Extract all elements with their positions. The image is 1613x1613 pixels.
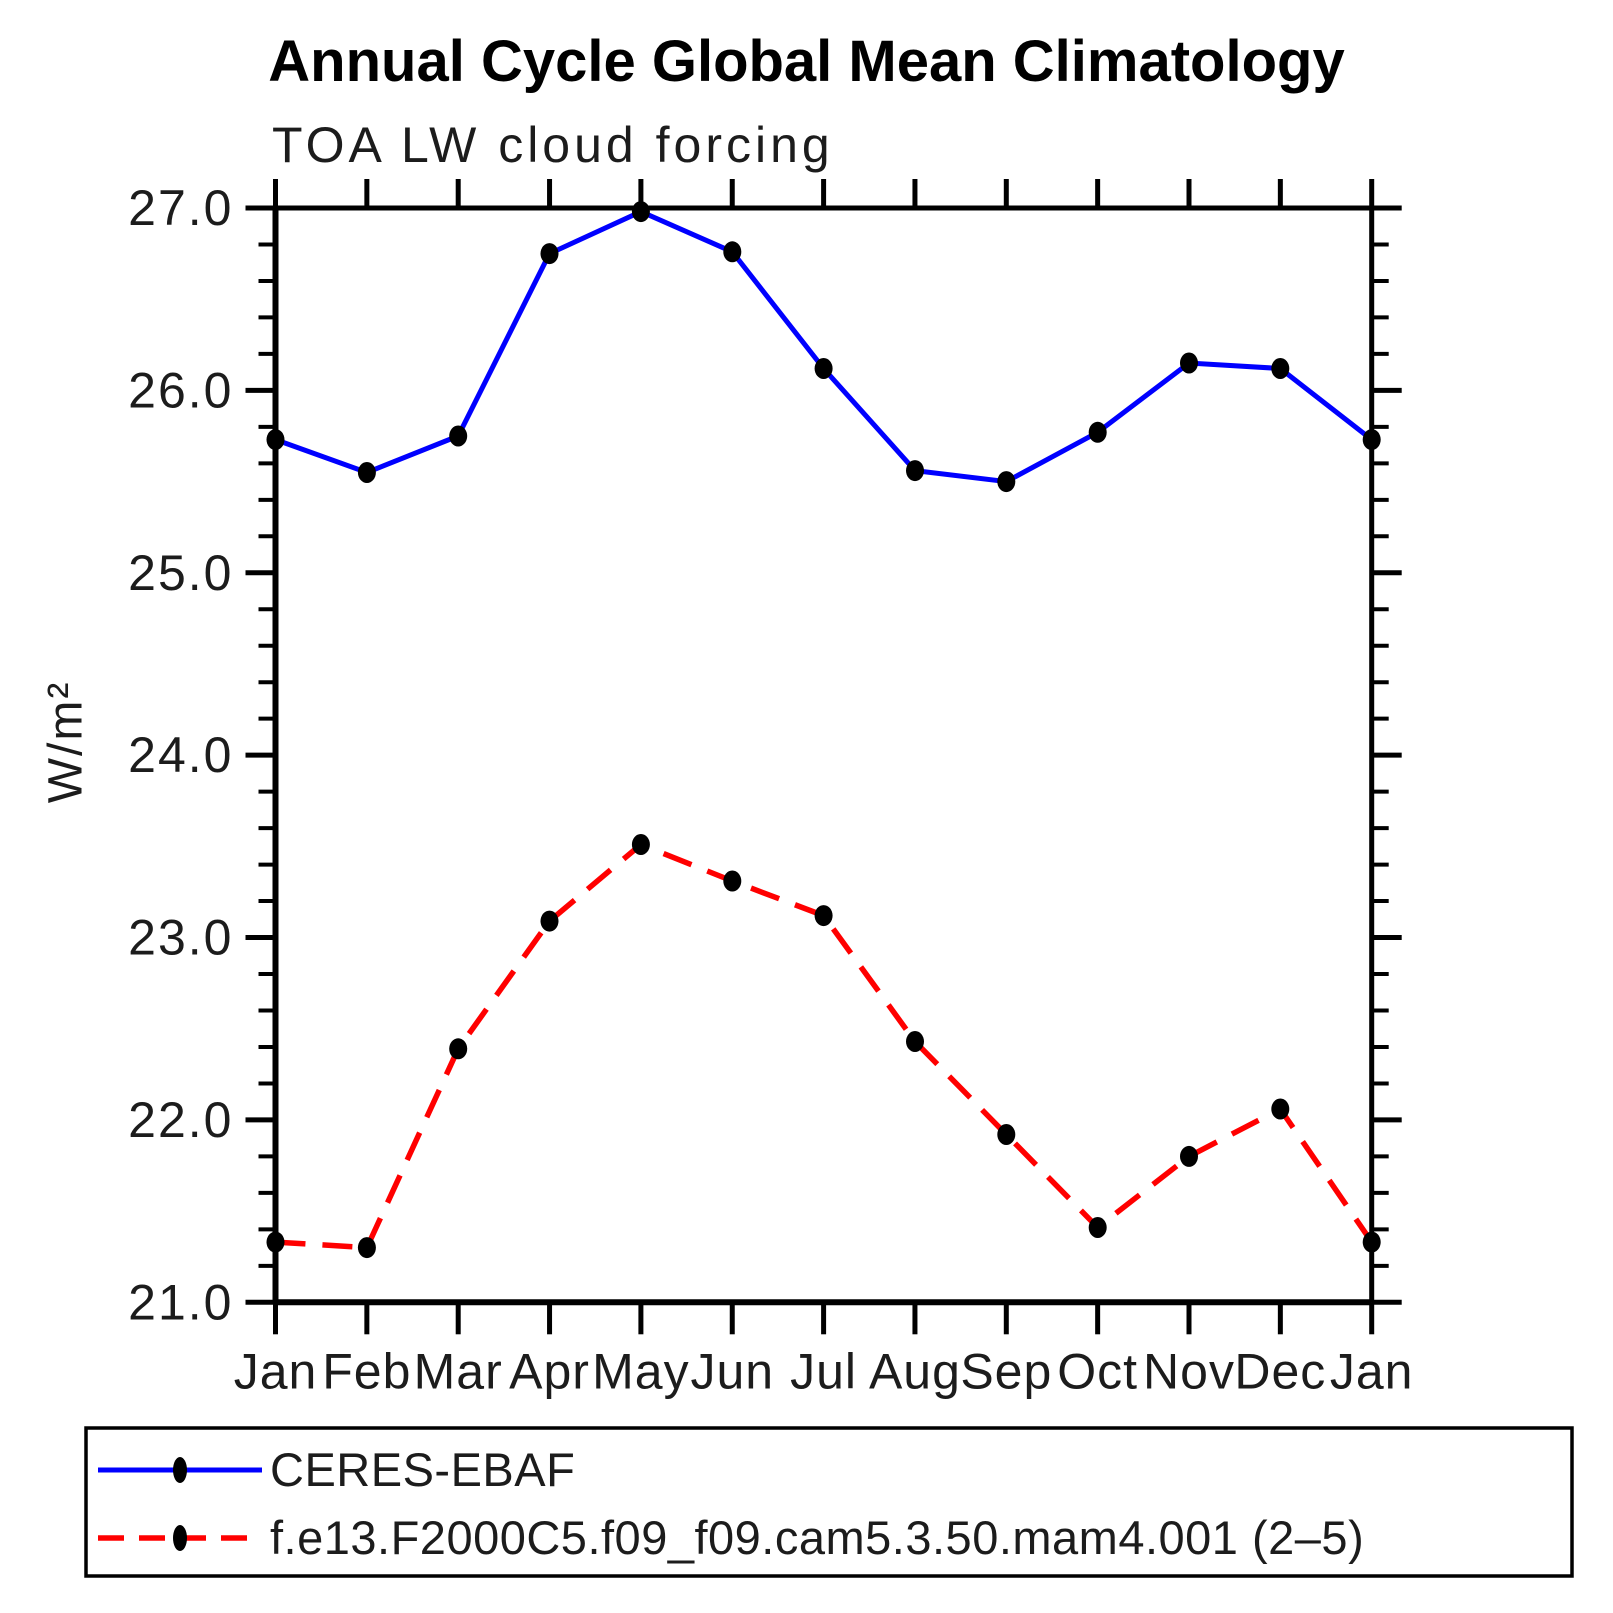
y-tick-label: 27.0 <box>128 180 233 236</box>
legend-marker-1 <box>173 1525 187 1551</box>
series-1-marker <box>540 910 559 932</box>
series-1-marker <box>631 834 650 855</box>
legend-label-1: f.e13.F2000C5.f09_f09.cam5.3.50.mam4.001… <box>270 1511 1364 1564</box>
x-tick-label: Jun <box>690 1343 774 1399</box>
y-tick-label: 26.0 <box>128 362 233 418</box>
x-tick-label: Jul <box>790 1343 857 1399</box>
legend-marker-0 <box>173 1457 187 1483</box>
x-tick-label: Dec <box>1234 1343 1326 1399</box>
series-0-marker <box>540 243 559 265</box>
x-tick-label: Jan <box>234 1343 318 1399</box>
series-line-0 <box>274 208 1374 485</box>
x-tick-label: Aug <box>869 1343 961 1399</box>
x-tick-label: Apr <box>509 1343 590 1399</box>
series-0-marker <box>357 462 376 483</box>
series-0-marker <box>906 460 924 482</box>
y-tick-label: 25.0 <box>128 545 233 601</box>
series-0-marker <box>1362 429 1381 451</box>
series-1-marker <box>449 1038 468 1060</box>
x-tick-label: Nov <box>1143 1343 1235 1399</box>
chart-title: Annual Cycle Global Mean Climatology <box>268 29 1345 94</box>
x-tick-label: Sep <box>960 1343 1052 1399</box>
series-0-marker <box>1271 358 1290 379</box>
series-1-marker <box>997 1124 1016 1145</box>
series-0-marker <box>1088 421 1107 443</box>
legend-label-0: CERES-EBAF <box>270 1443 575 1496</box>
y-tick-label: 24.0 <box>128 727 233 783</box>
series-0-marker <box>723 241 742 263</box>
series-1-marker <box>357 1237 376 1259</box>
series-1-marker <box>723 870 742 892</box>
series-0-marker <box>449 425 468 447</box>
x-tick-label: Mar <box>414 1343 503 1399</box>
series-1-marker <box>814 905 833 927</box>
series-0-marker <box>814 358 833 379</box>
series-0-marker <box>631 201 650 223</box>
chart-subtitle: TOA LW cloud forcing <box>272 117 834 173</box>
series-1-marker <box>1088 1217 1107 1238</box>
y-tick-label: 21.0 <box>128 1274 233 1330</box>
x-tick-label: Feb <box>322 1343 411 1399</box>
y-tick-label: 22.0 <box>128 1092 233 1148</box>
y-axis-title: W/m² <box>39 680 93 804</box>
x-tick-label: Jan <box>1330 1343 1414 1399</box>
series-0-marker <box>997 471 1016 493</box>
series-0-marker <box>266 429 285 451</box>
series-1-marker <box>266 1231 285 1253</box>
series-0-marker <box>1180 352 1198 374</box>
series-1-marker <box>1180 1145 1198 1167</box>
x-tick-label: May <box>592 1343 689 1399</box>
series-line-1 <box>275 841 1374 1251</box>
series-1-marker <box>906 1031 924 1052</box>
x-tick-label: Oct <box>1057 1343 1138 1399</box>
legend-box <box>84 1426 1574 1578</box>
y-tick-label: 23.0 <box>128 910 233 966</box>
series-1-marker <box>1362 1231 1381 1253</box>
series-1-marker <box>1271 1098 1290 1120</box>
